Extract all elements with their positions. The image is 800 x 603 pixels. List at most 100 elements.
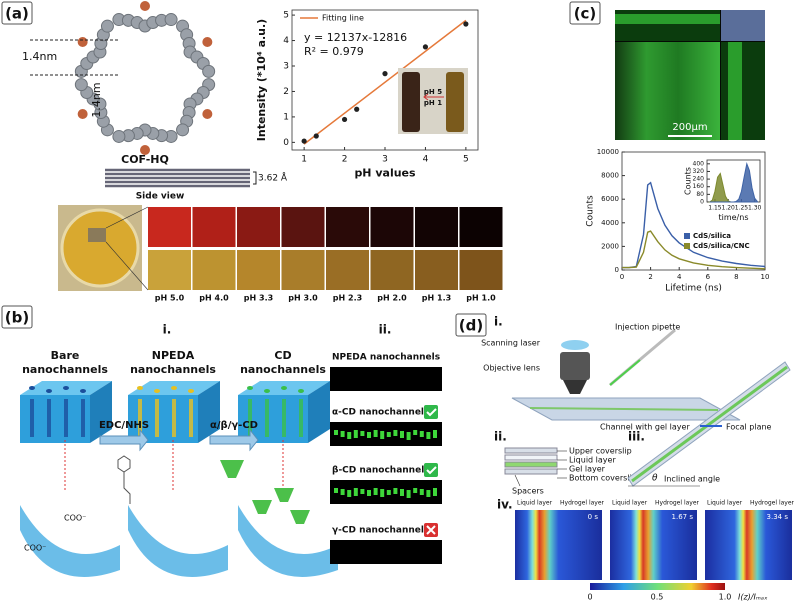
status-icon bbox=[424, 463, 438, 477]
x-tick-label: 1.20 bbox=[722, 205, 736, 212]
y-tick-label: 3 bbox=[283, 62, 289, 72]
channel bbox=[138, 399, 142, 437]
x-tick-label: 8 bbox=[734, 273, 738, 281]
confocal-xz-band bbox=[615, 14, 720, 24]
check-mark bbox=[426, 408, 437, 417]
x-tick-label: 1.25 bbox=[735, 205, 749, 212]
pore bbox=[264, 389, 270, 393]
label: iii. bbox=[628, 430, 645, 444]
image-label: pH 5.0 bbox=[155, 294, 185, 303]
panel-label: (d) bbox=[459, 317, 483, 335]
fluorescence-image bbox=[237, 207, 280, 247]
label: Injection pipette bbox=[615, 323, 680, 332]
pore bbox=[154, 389, 160, 393]
y-axis-title: Intensity (*10⁴ a.u.) bbox=[255, 19, 268, 141]
cof-vertex bbox=[140, 145, 150, 155]
optical-image bbox=[326, 250, 369, 290]
fluorescence-spot bbox=[400, 489, 404, 496]
label: Liquid layer bbox=[707, 500, 743, 507]
colorbar bbox=[590, 583, 725, 590]
y-tick-label: 4000 bbox=[601, 219, 619, 227]
label: i. bbox=[494, 315, 503, 329]
molecule bbox=[117, 455, 131, 504]
membrane-side bbox=[90, 381, 112, 443]
data-point bbox=[463, 21, 469, 27]
cof-node bbox=[202, 64, 216, 78]
colorbar-label: 0.5 bbox=[651, 593, 664, 602]
y-tick-label: 8000 bbox=[601, 172, 619, 180]
cof-node bbox=[112, 129, 126, 143]
arrow bbox=[423, 93, 444, 101]
label: 0 s bbox=[588, 513, 599, 521]
fluorescence-spot bbox=[413, 488, 418, 493]
label: Channel with gel layer bbox=[600, 423, 690, 432]
legend-label: CdS/silica bbox=[693, 232, 731, 240]
channel bbox=[529, 407, 719, 411]
channel bbox=[189, 399, 193, 437]
label: θ bbox=[652, 474, 658, 484]
x-tick-label: 2 bbox=[342, 155, 348, 165]
y-tick-label: 1 bbox=[283, 112, 289, 122]
label: Focal plane bbox=[726, 423, 772, 432]
fluorescence-spot bbox=[413, 430, 418, 435]
fluorescence-spot bbox=[406, 490, 411, 498]
channel-image-title: NPEDA nanochannels bbox=[332, 353, 440, 363]
x-tick-label: 2 bbox=[648, 273, 652, 281]
x-tick-label: 6 bbox=[706, 273, 711, 281]
reagent-arrow bbox=[209, 428, 259, 452]
label: 1.67 s bbox=[672, 513, 694, 521]
fluorescence-image bbox=[415, 207, 458, 247]
decay-curve bbox=[622, 230, 766, 270]
y-tick-label: 6000 bbox=[601, 195, 619, 203]
objective-tip bbox=[563, 380, 587, 394]
cof-node bbox=[100, 19, 114, 33]
x-axis-title: time/ns bbox=[718, 213, 748, 222]
y-tick-label: 0 bbox=[615, 266, 619, 274]
channel-wall bbox=[128, 505, 228, 577]
fluorescence-image bbox=[459, 207, 503, 247]
fluorescence-image bbox=[326, 207, 369, 247]
label: Gel layer bbox=[569, 465, 606, 474]
channel-image-title: α-CD nanochannels bbox=[332, 408, 429, 418]
fluorescence-spot bbox=[340, 431, 345, 437]
annotation: R² = 0.979 bbox=[304, 45, 364, 58]
y-tick-label: 80 bbox=[696, 191, 704, 198]
zoom-line bbox=[105, 241, 149, 291]
pore bbox=[137, 386, 143, 390]
channel-image bbox=[330, 367, 442, 391]
y-tick-label: 0 bbox=[283, 138, 289, 148]
x-tick-label: 3 bbox=[382, 155, 388, 165]
confocal-xy bbox=[615, 42, 720, 140]
bracket bbox=[253, 171, 257, 185]
label: Bottom coverslip bbox=[569, 474, 637, 483]
legend-swatch bbox=[684, 243, 690, 249]
label: Liquid layer bbox=[569, 456, 616, 465]
fluorescence-spot bbox=[433, 430, 437, 438]
fluorescence-spot bbox=[380, 431, 385, 439]
legend-label: Fitting line bbox=[322, 14, 364, 23]
label: Hydrogel layer bbox=[750, 500, 795, 507]
fluorescence-spot bbox=[347, 490, 352, 497]
histogram-area bbox=[709, 162, 758, 203]
layer bbox=[504, 468, 558, 475]
cof-vertex bbox=[77, 109, 88, 119]
label: Hydrogel layer bbox=[655, 500, 700, 507]
channel-image-title: γ-CD nanochannels bbox=[332, 526, 429, 536]
pore bbox=[80, 389, 86, 393]
data-point bbox=[382, 71, 388, 77]
data-point bbox=[313, 133, 319, 139]
colorbar-label: 1.0 bbox=[719, 593, 732, 602]
plot-frame bbox=[621, 151, 766, 271]
fluorescence-spot bbox=[393, 488, 398, 494]
image-label: pH 3.0 bbox=[288, 294, 318, 303]
fluorescence-spot bbox=[347, 432, 352, 439]
image-label: pH 3.3 bbox=[244, 294, 273, 303]
panel-label: (a) bbox=[5, 5, 29, 23]
pore bbox=[171, 386, 177, 390]
label: Scanning laser bbox=[481, 339, 541, 348]
objective bbox=[560, 352, 590, 380]
fluorescence-spot bbox=[340, 489, 345, 495]
corner bbox=[721, 10, 765, 41]
fluorescence-spot bbox=[426, 432, 431, 439]
